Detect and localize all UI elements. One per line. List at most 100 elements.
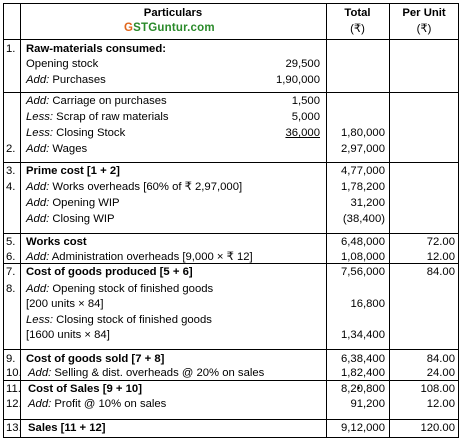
row-number: 7. bbox=[6, 266, 16, 278]
row-per-unit: 84.00 bbox=[426, 353, 455, 365]
row-divider bbox=[4, 349, 458, 350]
row-inner-amount: 1,90,000 bbox=[276, 74, 320, 86]
row-per-unit: 84.00 bbox=[426, 266, 455, 278]
row-prefix: Add: bbox=[26, 181, 50, 193]
row-divider bbox=[4, 162, 458, 163]
row-inner-amount: 5,000 bbox=[291, 111, 320, 123]
row-particulars: Add: Carriage on purchases bbox=[26, 95, 167, 108]
row-per-unit: 12.00 bbox=[426, 398, 455, 410]
row-particulars: Add: Opening WIP bbox=[26, 197, 120, 210]
row-particulars: Add: Closing WIP bbox=[26, 213, 115, 226]
row-prefix: Less: bbox=[26, 127, 54, 139]
row-number: 4. bbox=[6, 181, 16, 193]
row-divider bbox=[4, 380, 458, 381]
row-label: Prime cost [1 + 2] bbox=[26, 165, 120, 177]
row-number: 10. bbox=[6, 367, 22, 379]
cost-sheet-table: Particulars Total (₹) Per Unit (₹) GSTGu… bbox=[3, 3, 459, 438]
row-prefix: Add: bbox=[26, 251, 50, 263]
row-label: Closing stock of finished goods bbox=[56, 314, 212, 326]
row-label: Works cost bbox=[26, 236, 87, 248]
row-label: Cost of goods produced [5 + 6] bbox=[26, 266, 193, 278]
row-particulars: Cost of goods sold [7 + 8] bbox=[26, 353, 164, 366]
row-particulars: Works cost bbox=[26, 236, 87, 249]
row-label: Sales [11 + 12] bbox=[28, 422, 106, 434]
row-label: Raw-materials consumed: bbox=[26, 43, 166, 55]
row-prefix: Add: bbox=[26, 143, 50, 155]
row-particulars: [200 units × 84] bbox=[26, 298, 104, 311]
row-per-unit: 12.00 bbox=[426, 251, 455, 263]
row-total: 8,20,800 bbox=[341, 383, 385, 395]
header-divider bbox=[4, 39, 458, 40]
row-label: Purchases bbox=[52, 74, 106, 86]
row-label: Scrap of raw materials bbox=[56, 111, 169, 123]
row-particulars: Add: Wages bbox=[26, 143, 87, 156]
row-total: 91,200 bbox=[350, 398, 385, 410]
row-label: [1600 units × 84] bbox=[26, 329, 110, 341]
row-particulars: Cost of goods produced [5 + 6] bbox=[26, 266, 193, 279]
row-total: 16,800 bbox=[350, 298, 385, 310]
row-label: Cost of Sales [9 + 10] bbox=[28, 383, 142, 395]
section-divider bbox=[4, 92, 458, 93]
row-prefix: Less: bbox=[26, 314, 54, 326]
row-particulars: Raw-materials consumed: bbox=[26, 43, 166, 56]
watermark-text: STGuntur.com bbox=[133, 22, 215, 34]
row-particulars: Add: Profit @ 10% on sales bbox=[28, 398, 166, 411]
row-number: 2. bbox=[6, 143, 16, 155]
row-total: 1,80,000 bbox=[341, 127, 385, 139]
row-number: 1. bbox=[6, 43, 16, 55]
row-label: Administration overheads [9,000 × ₹ 12] bbox=[51, 251, 253, 263]
row-label: Opening WIP bbox=[52, 197, 120, 209]
row-prefix: Less: bbox=[26, 111, 54, 123]
row-particulars: Cost of Sales [9 + 10] bbox=[28, 383, 142, 396]
row-particulars: Add: Opening stock of finished goods bbox=[26, 283, 213, 296]
row-total: 6,48,000 bbox=[341, 236, 385, 248]
row-inner-amount: 36,000 bbox=[285, 127, 320, 139]
stray-mark: • bbox=[357, 383, 361, 393]
row-prefix: Add: bbox=[26, 213, 50, 225]
row-number: 5. bbox=[6, 236, 16, 248]
header-per-unit-unit: (₹) bbox=[416, 23, 432, 35]
row-label: Selling & dist. overheads @ 20% on sales bbox=[54, 367, 265, 379]
row-per-unit: 24.00 bbox=[426, 367, 455, 379]
row-total: 6,38,400 bbox=[341, 353, 385, 365]
header-total-unit: (₹) bbox=[350, 23, 365, 35]
row-particulars: Opening stock bbox=[26, 58, 98, 71]
row-total: 31,200 bbox=[350, 197, 385, 209]
row-number: 8. bbox=[6, 283, 16, 295]
row-total: 1,34,400 bbox=[341, 329, 385, 341]
row-particulars: Add: Purchases bbox=[26, 74, 106, 87]
row-divider bbox=[4, 233, 458, 234]
header-total: Total bbox=[344, 7, 371, 19]
row-particulars: Add: Works overheads [60% of ₹ 2,97,000] bbox=[26, 181, 242, 194]
row-particulars: Less: Closing Stock bbox=[26, 127, 125, 140]
row-inner-amount: 29,500 bbox=[285, 58, 320, 70]
row-particulars: Prime cost [1 + 2] bbox=[26, 165, 120, 178]
total-column-divider bbox=[326, 4, 327, 437]
row-prefix: Add: bbox=[28, 367, 52, 379]
row-inner-amount: 1,500 bbox=[291, 95, 320, 107]
watermark-letter: G bbox=[124, 22, 134, 34]
row-label: Works overheads [60% of ₹ 2,97,000] bbox=[52, 181, 243, 193]
row-label: Wages bbox=[52, 143, 88, 155]
row-total: 7,56,000 bbox=[341, 266, 385, 278]
row-per-unit: 120.00 bbox=[420, 422, 455, 434]
row-number: 9. bbox=[6, 353, 16, 365]
row-label: Cost of goods sold [7 + 8] bbox=[26, 353, 165, 365]
row-total: 4,77,000 bbox=[341, 165, 385, 177]
row-per-unit: 108.00 bbox=[420, 383, 455, 395]
row-label: [200 units × 84] bbox=[26, 298, 104, 310]
row-total: (38,400) bbox=[342, 213, 385, 225]
row-prefix: Add: bbox=[26, 197, 50, 209]
row-total: 2,97,000 bbox=[341, 143, 385, 155]
row-particulars: Sales [11 + 12] bbox=[28, 422, 106, 435]
row-label: Carriage on purchases bbox=[52, 95, 167, 107]
row-label: Closing WIP bbox=[52, 213, 115, 225]
row-divider bbox=[4, 263, 458, 264]
row-prefix: Add: bbox=[28, 398, 52, 410]
row-particulars: Less: Closing stock of finished goods bbox=[26, 314, 212, 327]
watermark-logo: GSTGuntur.com bbox=[124, 22, 215, 34]
row-prefix: Add: bbox=[26, 95, 50, 107]
row-particulars: Add: Administration overheads [9,000 × ₹… bbox=[26, 251, 253, 264]
row-total: 1,82,400 bbox=[341, 367, 385, 379]
row-number: 6. bbox=[6, 251, 16, 263]
